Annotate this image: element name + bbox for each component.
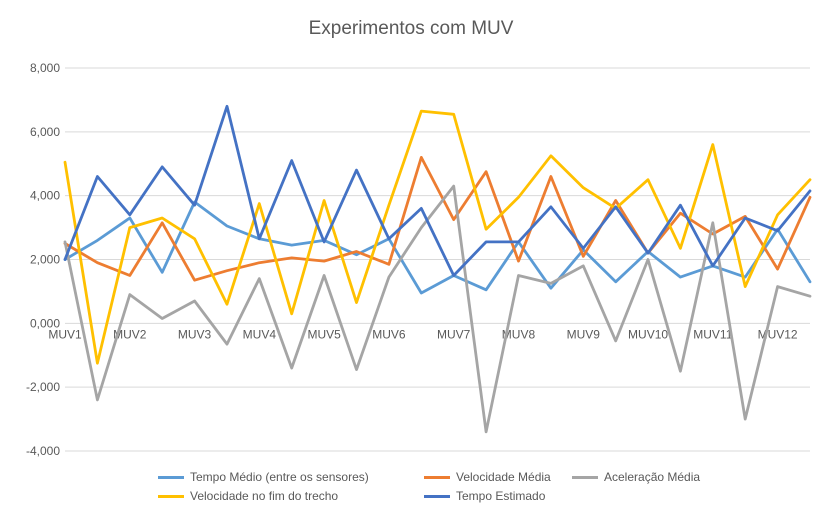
x-tick-label: MUV10 [628,327,668,341]
series-line-1 [63,200,812,295]
series-line-5 [63,104,812,277]
legend-swatch [572,476,598,480]
x-tick-label: MUV1 [48,327,82,341]
x-tick-label: MUV7 [437,327,471,341]
legend-label: Velocidade no fim do trecho [190,489,339,503]
series-line-2 [63,155,812,282]
y-tick-label: 8,000 [30,61,60,75]
legend-item: Velocidade no fim do trecho [158,489,338,503]
legend-swatch [158,495,184,499]
legend-item: Velocidade Média [424,470,551,484]
legend-item: Tempo Médio (entre os sensores) [158,470,369,484]
legend-item: Tempo Estimado [424,489,545,503]
series-line-4 [63,109,812,365]
x-tick-label: MUV5 [307,327,341,341]
x-tick-label: MUV9 [567,327,601,341]
y-tick-label: 4,000 [30,189,60,203]
chart-title: Experimentos com MUV [308,18,514,39]
y-tick-label: -4,000 [26,444,60,458]
legend-label: Tempo Médio (entre os sensores) [190,470,369,484]
x-tick-label: MUV11 [693,327,732,341]
legend-label: Velocidade Média [456,470,551,484]
y-tick-label: 0,000 [30,316,60,330]
legend-swatch [424,495,450,499]
y-tick-label: 2,000 [30,253,60,267]
x-tick-label: MUV2 [113,327,147,341]
y-tick-label: -2,000 [26,380,60,394]
series-line-3 [63,184,812,434]
x-tick-label: MUV6 [372,327,406,341]
legend-swatch [424,476,450,480]
legend-item: Aceleração Média [572,470,700,484]
y-tick-label: 6,000 [30,125,60,139]
x-tick-label: MUV3 [178,327,212,341]
x-tick-label: MUV4 [243,327,277,341]
x-tick-label: MUV8 [502,327,536,341]
legend-label: Aceleração Média [604,470,701,484]
legend-label: Tempo Estimado [456,489,546,503]
legend-swatch [158,476,184,480]
